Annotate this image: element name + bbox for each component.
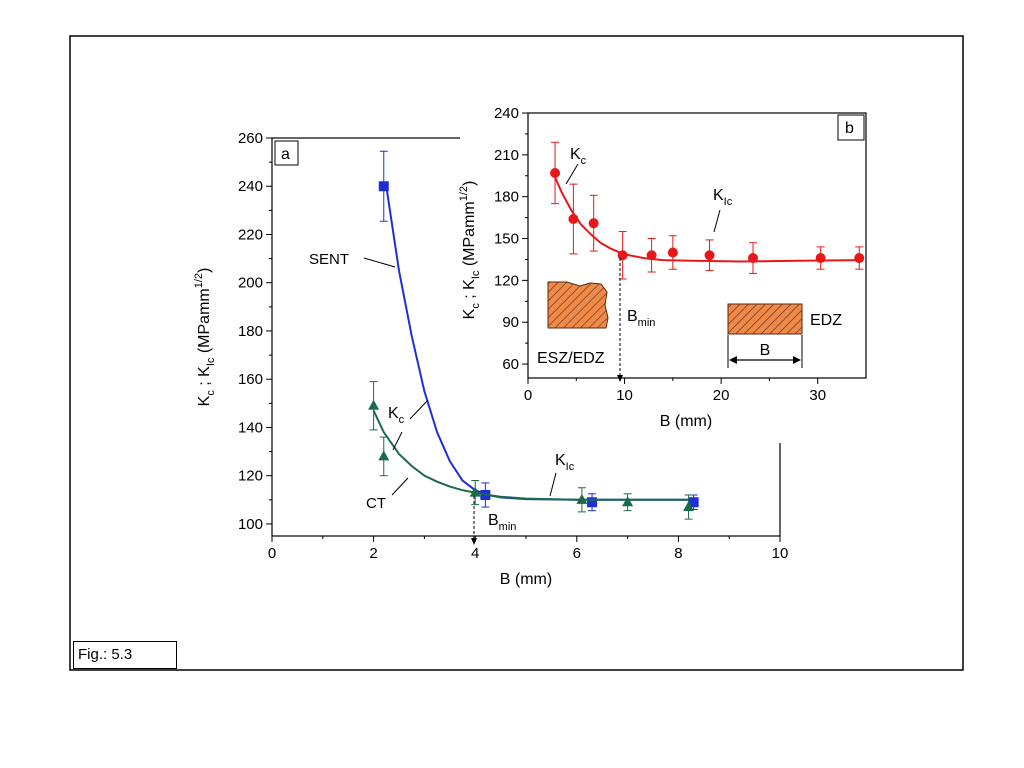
ct-label: CT bbox=[366, 495, 386, 512]
y-tick-label: 220 bbox=[238, 226, 263, 243]
y-tick-label: 200 bbox=[238, 275, 263, 292]
panel-b-x-axis: 0 10 20 30 bbox=[524, 378, 826, 404]
panel-a-y-axis: 100 120 140 160 180 200 220 240 260 bbox=[238, 130, 272, 533]
ct-data-point bbox=[469, 486, 481, 497]
x-tick-label: 0 bbox=[524, 387, 532, 404]
inset-data-point bbox=[748, 253, 759, 264]
panel-b-plot-area bbox=[527, 112, 867, 379]
y-tick-label: 260 bbox=[238, 130, 263, 147]
sent-data-point bbox=[688, 497, 699, 508]
figure-frame bbox=[69, 35, 964, 671]
x-tick-label: 10 bbox=[616, 387, 633, 404]
panel-b-label: b bbox=[845, 120, 854, 137]
ct-data-point bbox=[378, 450, 390, 461]
sent-data-point bbox=[587, 497, 598, 508]
b-width-arrow-left bbox=[729, 356, 737, 364]
kic-label-b: KIc bbox=[713, 187, 733, 208]
x-tick-label: 20 bbox=[713, 387, 730, 404]
edz-label: EDZ bbox=[810, 312, 842, 329]
panel-b-x-axis-title: B (mm) bbox=[660, 413, 712, 430]
inset-data-point bbox=[704, 250, 715, 261]
panel-a-x-axis: 0 2 4 6 8 10 bbox=[268, 536, 789, 562]
ct-leader-line bbox=[391, 477, 409, 496]
y-tick-label: 240 bbox=[494, 105, 519, 122]
x-tick-label: 10 bbox=[772, 545, 789, 562]
panel-a-y-axis-title: Kc ; KIc (MPamm1/2) bbox=[193, 268, 217, 407]
inset-data-point bbox=[617, 250, 628, 261]
panel-b-y-axis: 60 90 120 150 180 210 240 bbox=[494, 105, 528, 373]
y-tick-label: 180 bbox=[494, 189, 519, 206]
panel-b-chart: b 60 90 120 150 180 210 240 0 10 20 30 B (mm) Kc … bbox=[458, 98, 870, 443]
y-tick-label: 150 bbox=[494, 231, 519, 248]
sent-leader-line bbox=[363, 257, 396, 268]
panel-b-label-box bbox=[837, 114, 865, 141]
inset-data-point bbox=[588, 218, 599, 229]
inset-data-point bbox=[854, 253, 865, 264]
y-tick-label: 100 bbox=[238, 516, 263, 533]
bmin-label-a: Bmin bbox=[488, 512, 516, 533]
x-tick-label: 6 bbox=[573, 545, 581, 562]
sent-data-point bbox=[378, 181, 389, 192]
kic-leader-line-b bbox=[713, 209, 721, 233]
y-tick-label: 240 bbox=[238, 178, 263, 195]
y-tick-label: 60 bbox=[502, 356, 519, 373]
x-tick-label: 4 bbox=[471, 545, 479, 562]
x-tick-label: 30 bbox=[809, 387, 826, 404]
kc-label-b: Kc bbox=[570, 146, 587, 167]
figure-caption-label: Fig.: 5.3 bbox=[73, 641, 177, 669]
sent-label: SENT bbox=[309, 251, 349, 268]
inset-data-point bbox=[646, 250, 657, 261]
kic-leader-line-a bbox=[549, 472, 557, 497]
kc-label-a: Kc bbox=[388, 405, 405, 426]
ct-data-point bbox=[576, 493, 588, 504]
bmin-arrow-a bbox=[471, 538, 477, 545]
y-tick-label: 210 bbox=[494, 147, 519, 164]
inset-data-point bbox=[815, 253, 826, 264]
panel-a-label: a bbox=[281, 146, 290, 163]
x-tick-label: 2 bbox=[369, 545, 377, 562]
inset-data-point bbox=[568, 214, 579, 224]
kc-leader-line-a2 bbox=[409, 399, 429, 420]
ct-data-point bbox=[622, 496, 634, 507]
esz-edz-specimen-sketch bbox=[547, 281, 609, 329]
b-width-label: B bbox=[760, 342, 771, 359]
ct-data-point bbox=[683, 501, 695, 512]
x-tick-label: 8 bbox=[674, 545, 682, 562]
bmin-label-b: Bmin bbox=[627, 308, 655, 329]
y-tick-label: 180 bbox=[238, 323, 263, 340]
bmin-arrow-b bbox=[617, 375, 623, 382]
inset-data-point bbox=[667, 247, 678, 258]
y-tick-label: 90 bbox=[502, 314, 519, 331]
inset-data-point bbox=[550, 167, 561, 178]
panel-b-y-axis-title: Kc ; KIc (MPamm1/2) bbox=[458, 181, 482, 320]
y-tick-label: 160 bbox=[238, 371, 263, 388]
kc-leader-line-a bbox=[392, 431, 403, 451]
ct-fit-curve bbox=[372, 410, 689, 501]
y-tick-label: 120 bbox=[238, 468, 263, 485]
panel-a-x-axis-title: B (mm) bbox=[500, 571, 552, 588]
panel-a-marks bbox=[368, 150, 699, 520]
panel-a-label-box bbox=[274, 140, 299, 166]
esz-edz-label: ESZ/EDZ bbox=[537, 350, 605, 367]
edz-specimen-sketch bbox=[727, 303, 803, 335]
ct-data-point bbox=[368, 399, 380, 410]
y-tick-label: 140 bbox=[238, 419, 263, 436]
x-tick-label: 0 bbox=[268, 545, 276, 562]
b-width-arrow-right bbox=[793, 356, 801, 364]
kc-leader-line-b bbox=[565, 163, 579, 185]
panel-b-marks bbox=[550, 141, 865, 280]
y-tick-label: 120 bbox=[494, 272, 519, 289]
kic-label-a: KIc bbox=[555, 452, 575, 473]
